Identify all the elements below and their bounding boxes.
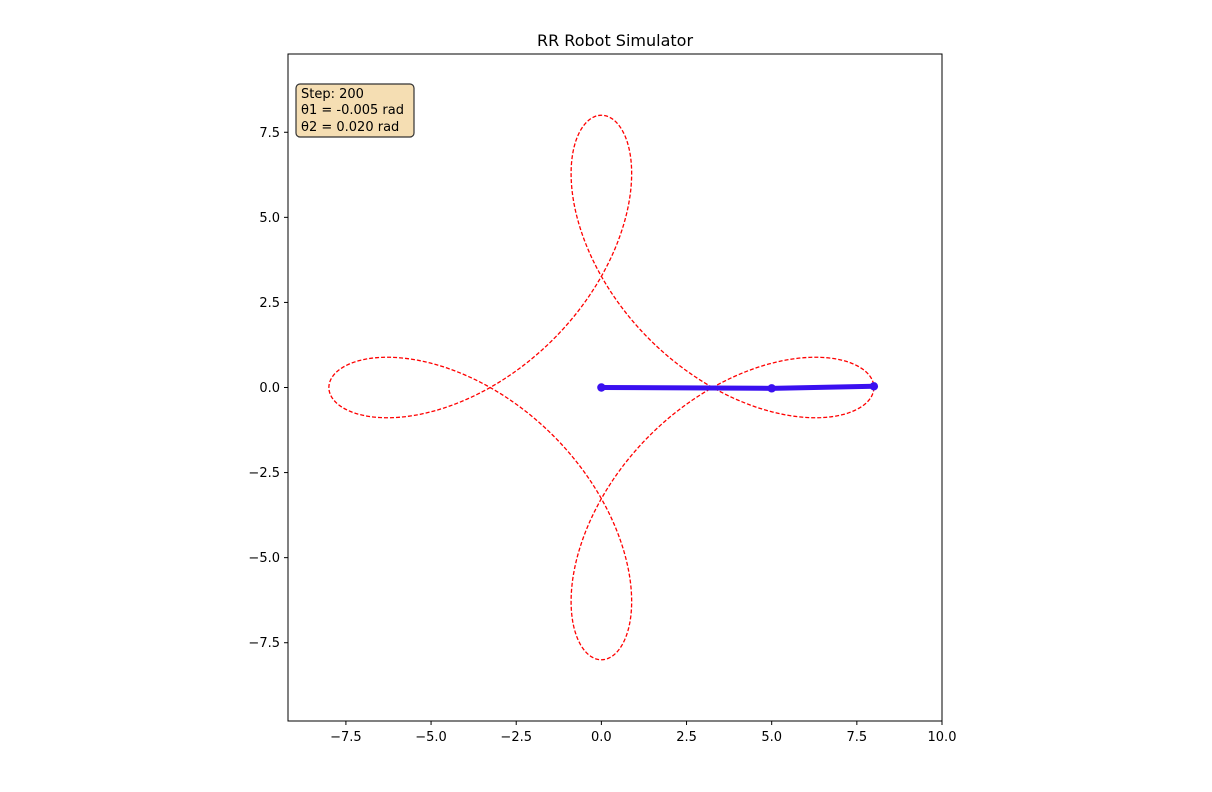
y-tick-label: 7.5 — [259, 126, 280, 141]
y-tick-label: −2.5 — [248, 466, 280, 481]
x-tick-label: 7.5 — [847, 730, 868, 745]
base-joint — [597, 383, 606, 392]
info-theta2: θ2 = 0.020 rad — [301, 120, 399, 135]
x-tick-label: −2.5 — [500, 730, 532, 745]
robot-arm-links — [598, 383, 877, 391]
info-theta1: θ1 = -0.005 rad — [301, 103, 404, 118]
x-tick-label: 5.0 — [761, 730, 782, 745]
y-tick-label: 5.0 — [259, 211, 280, 226]
y-axis: 7.5 5.0 2.5 0.0 −2.5 −5.0 −7.5 — [248, 126, 288, 651]
x-tick-label: 0.0 — [591, 730, 612, 745]
x-tick-label: 10.0 — [928, 730, 957, 745]
x-tick-label: −7.5 — [330, 730, 362, 745]
y-tick-label: −7.5 — [248, 636, 280, 651]
plot-area — [328, 114, 879, 661]
x-tick-label: 2.5 — [676, 730, 697, 745]
y-tick-label: 0.0 — [259, 381, 280, 396]
y-tick-label: 2.5 — [259, 296, 280, 311]
x-axis: −7.5 −5.0 −2.5 0.0 2.5 5.0 7.5 10.0 — [330, 721, 956, 745]
end-effector — [869, 382, 879, 391]
x-tick-label: −5.0 — [415, 730, 447, 745]
y-tick-label: −5.0 — [248, 551, 280, 566]
info-box-background — [295, 83, 415, 138]
chart-title: RR Robot Simulator — [537, 31, 693, 50]
info-step: Step: 200 — [301, 87, 364, 102]
trajectory-curve — [328, 114, 875, 661]
info-box: Step: 200 θ1 = -0.005 rad θ2 = 0.020 rad — [295, 83, 415, 138]
elbow-joint — [767, 384, 776, 393]
